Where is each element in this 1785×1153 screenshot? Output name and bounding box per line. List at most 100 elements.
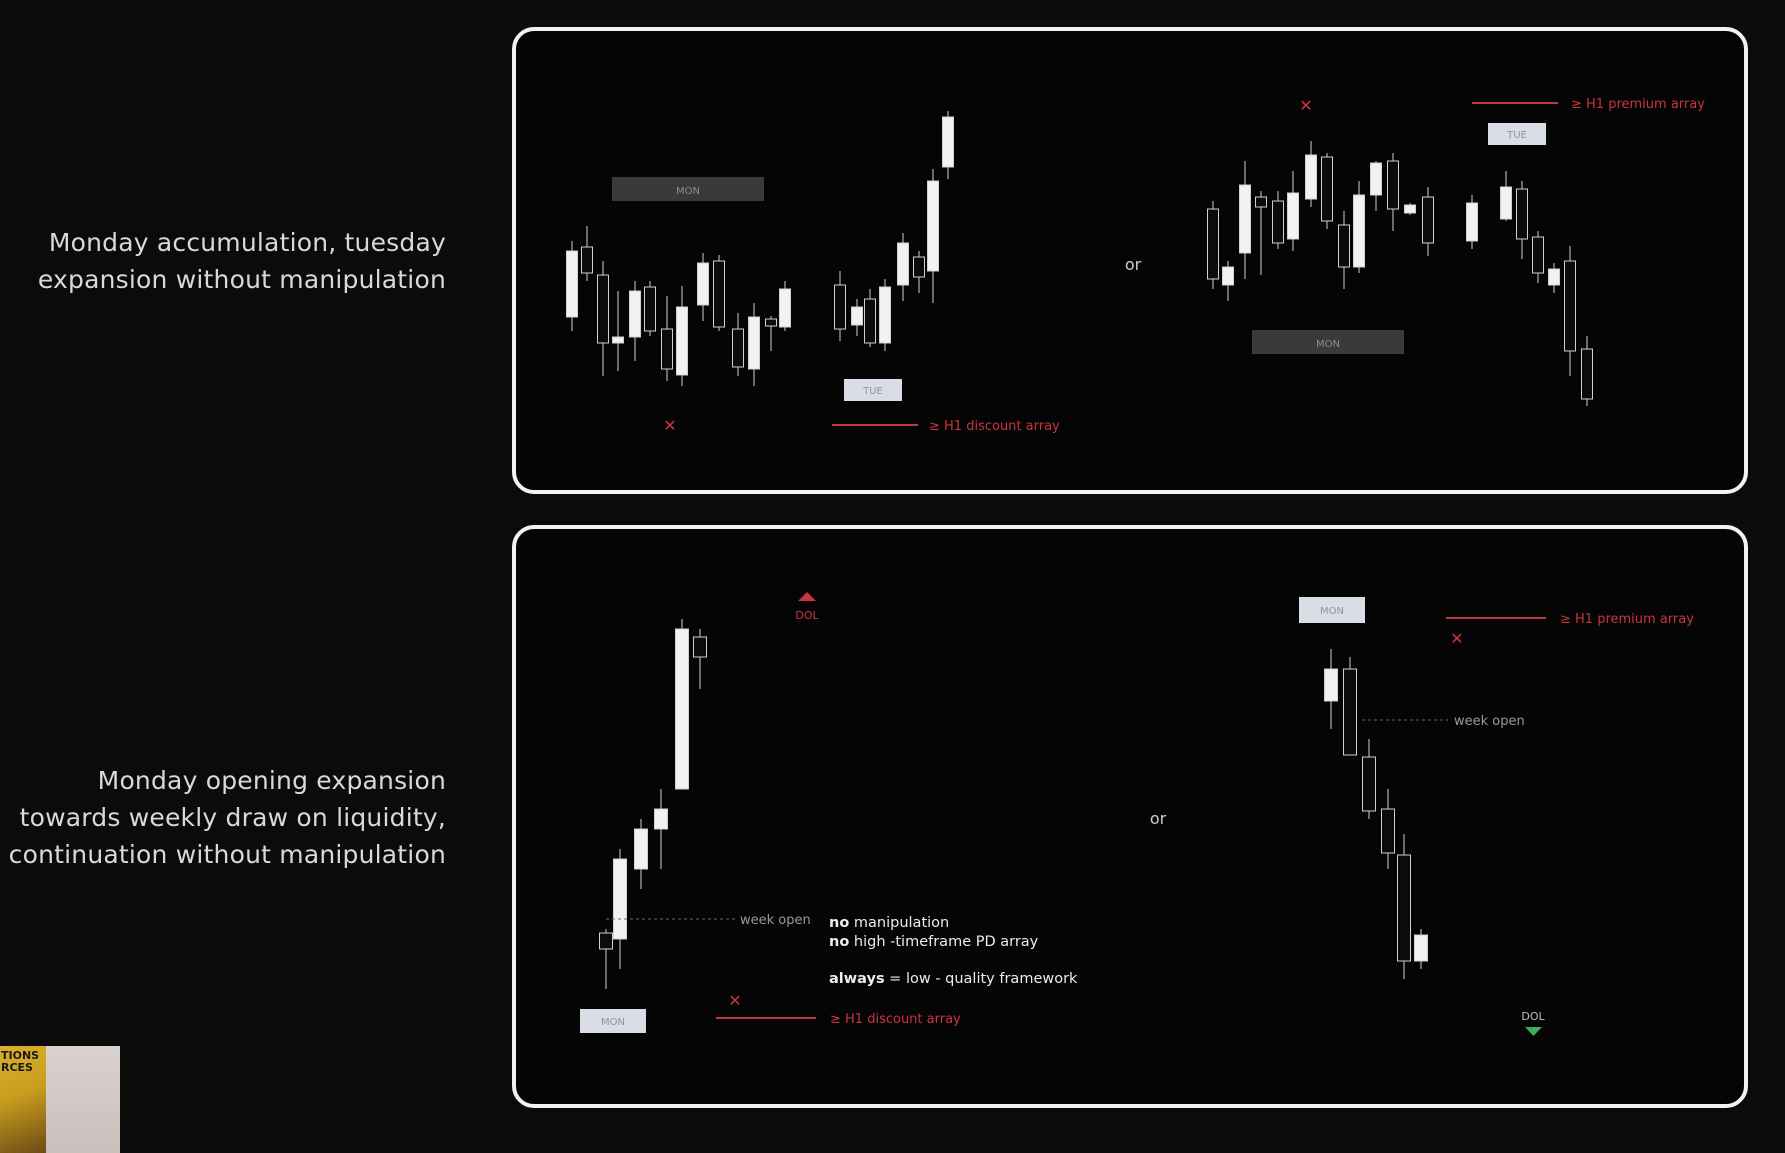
invalid-marker-icon: ✕ [728, 991, 741, 1010]
candle-body [597, 274, 609, 344]
scenario-1-diagram: MON TUE ✕ ≥ H1 discount array or ✕ ≥ H1 … [566, 96, 1705, 435]
candle-body [1343, 668, 1357, 756]
candle-body [732, 328, 744, 368]
candle-body [1353, 194, 1365, 268]
candle-body [1324, 668, 1338, 702]
candle-body [1222, 266, 1234, 286]
note-bold: no [829, 915, 849, 931]
mon-day-label-box [1252, 330, 1404, 354]
candle-body [1287, 192, 1299, 240]
poster-line: RCES [1, 1061, 33, 1074]
tue-day-label: TUE [1506, 130, 1527, 141]
webcam-thumbnail: TIONS RCES [0, 1046, 120, 1153]
mon-day-label-box [612, 177, 764, 201]
candle-body [1466, 202, 1478, 242]
candle-body [1414, 934, 1428, 962]
candle-body [1404, 204, 1416, 214]
candle-body [834, 284, 846, 330]
candle-body [654, 808, 668, 830]
candle-body [1305, 154, 1317, 200]
background-wall [46, 1046, 120, 1153]
candle-body [693, 636, 707, 658]
candle-body [1362, 756, 1376, 812]
week-open-label: week open [1454, 714, 1525, 729]
candle-body [1532, 236, 1544, 274]
candle-body [1422, 196, 1434, 244]
poster: TIONS RCES [0, 1046, 46, 1153]
dol-label: DOL [795, 609, 819, 622]
caption-line: towards weekly draw on liquidity, [19, 803, 446, 832]
candle-body [1581, 348, 1593, 400]
premium-array-label: ≥ H1 premium array [1560, 612, 1694, 627]
candle-body [581, 246, 593, 274]
dol-label: DOL [1521, 1010, 1545, 1023]
note-no-htf-array: no high -timeframe PD array [829, 934, 1039, 950]
scenario-1-caption: Monday accumulation, tuesday expansion w… [38, 224, 446, 298]
note-text: high -timeframe PD array [849, 934, 1038, 950]
candle-body [1564, 260, 1576, 352]
candle-body [913, 256, 925, 278]
candle-body [765, 318, 777, 327]
discount-array-label: ≥ H1 discount array [929, 419, 1060, 434]
candle-body [713, 260, 725, 328]
candle-body [1207, 208, 1219, 280]
candle-body [599, 932, 613, 950]
candle-body [851, 306, 863, 326]
scenario-1-panel: MON TUE ✕ ≥ H1 discount array or ✕ ≥ H1 … [512, 27, 1748, 494]
tue-day-label: TUE [862, 386, 883, 397]
candle-body [1387, 160, 1399, 210]
candle-body [1548, 268, 1560, 286]
note-bold: no [829, 934, 849, 950]
candle-body [864, 298, 876, 344]
candle-body [697, 262, 709, 306]
candle-body [1239, 184, 1251, 254]
note-bold: always [829, 971, 885, 987]
candle-body [613, 858, 627, 940]
candle-body [1516, 188, 1528, 240]
mon-day-label-box [580, 1009, 646, 1033]
candle-body [1397, 854, 1411, 962]
left-candles [599, 619, 707, 989]
candle-body [1370, 162, 1382, 196]
mon-day-label-box [1299, 597, 1365, 623]
scenario-2-diagram: week open MON DOL ✕ ≥ H1 discount array … [580, 592, 1694, 1036]
candle-body [779, 288, 791, 328]
candle-body [629, 290, 641, 338]
candle-body [1381, 808, 1395, 854]
caption-line: Monday accumulation, tuesday [48, 228, 446, 257]
note-always-low-quality: always = low - quality framework [829, 971, 1078, 987]
tue-day-label-box [844, 379, 902, 401]
week-open-label: week open [740, 913, 811, 928]
mon-day-label: MON [676, 186, 700, 197]
candle-body [927, 180, 939, 272]
dol-up-arrow-icon [798, 592, 816, 601]
mon-day-label: MON [1320, 606, 1344, 617]
note-no-manipulation: no manipulation [829, 915, 949, 931]
candle-body [676, 306, 688, 376]
or-separator: or [1150, 809, 1167, 828]
candle-body [566, 250, 578, 318]
candle-body [942, 116, 954, 168]
mon-day-label: MON [1316, 339, 1340, 350]
candle-body [879, 286, 891, 344]
left-candles [566, 111, 954, 386]
candle-body [897, 242, 909, 286]
note-text: = low - quality framework [885, 971, 1078, 987]
mon-day-label: MON [601, 1017, 625, 1028]
caption-line: expansion without manipulation [37, 265, 446, 294]
dol-down-arrow-icon [1525, 1027, 1542, 1036]
poster-line: TIONS [1, 1049, 40, 1062]
invalid-marker-icon: ✕ [1299, 96, 1312, 115]
or-separator: or [1125, 255, 1142, 274]
candle-body [1500, 186, 1512, 220]
candle-body [675, 628, 689, 790]
candle-body [1321, 156, 1333, 222]
candle-body [634, 828, 648, 870]
invalid-marker-icon: ✕ [1450, 629, 1463, 648]
candle-body [1338, 224, 1350, 268]
right-candles [1324, 649, 1428, 979]
caption-line: Monday opening expansion [97, 766, 446, 795]
candle-body [661, 328, 673, 370]
scenario-2-caption: Monday opening expansion towards weekly … [9, 762, 446, 873]
candle-body [612, 336, 624, 344]
